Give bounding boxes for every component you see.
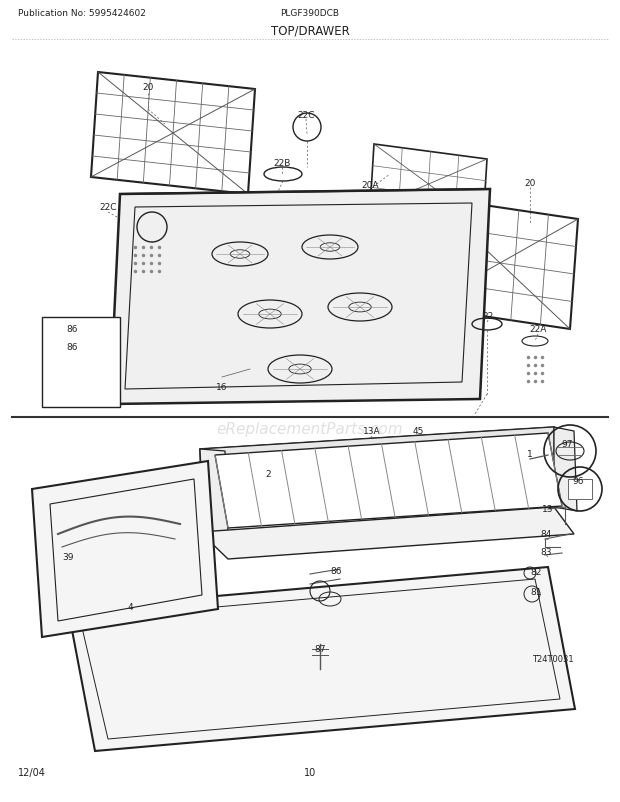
Text: 4: 4 [127,603,133,612]
Text: Publication No: 5995424602: Publication No: 5995424602 [18,10,146,18]
Text: 10: 10 [304,767,316,777]
Text: eReplacementParts.com: eReplacementParts.com [216,422,404,437]
Polygon shape [200,449,228,534]
Text: 2: 2 [265,470,271,479]
Polygon shape [68,567,575,751]
Text: 86: 86 [66,325,78,334]
Text: 86: 86 [330,567,342,576]
Text: 16: 16 [216,383,228,392]
Bar [568,480,592,500]
Text: 86: 86 [66,343,78,352]
Text: 13A: 13A [363,427,381,436]
Text: 84: 84 [540,530,552,539]
Text: 82: 82 [530,568,542,577]
Text: 1: 1 [527,450,533,459]
Text: 83: 83 [540,548,552,557]
Text: 22A: 22A [529,325,547,334]
Polygon shape [554,427,577,512]
Text: 13: 13 [542,505,554,514]
Polygon shape [110,190,490,404]
Text: 39: 39 [62,553,74,561]
Polygon shape [32,461,218,638]
Text: 22B: 22B [273,158,291,168]
Text: 22C: 22C [297,111,315,119]
Text: 20: 20 [143,83,154,92]
Text: 20A: 20A [361,180,379,189]
Text: 87: 87 [314,645,326,654]
Bar [42,318,120,407]
Text: PLGF390DCB: PLGF390DCB [280,10,340,18]
Text: 97: 97 [561,440,573,449]
Text: TOP/DRAWER: TOP/DRAWER [270,25,350,38]
Text: 45: 45 [412,427,423,436]
Text: 96: 96 [572,477,584,486]
Polygon shape [200,427,554,476]
Text: 81: 81 [530,588,542,597]
Text: 22: 22 [482,312,494,321]
Polygon shape [200,427,560,496]
Polygon shape [200,508,574,559]
Text: T24T0031: T24T0031 [533,654,574,664]
Text: 20: 20 [525,178,536,187]
Text: 22C: 22C [99,203,117,213]
Text: 12/04: 12/04 [18,767,46,777]
Polygon shape [215,433,562,529]
